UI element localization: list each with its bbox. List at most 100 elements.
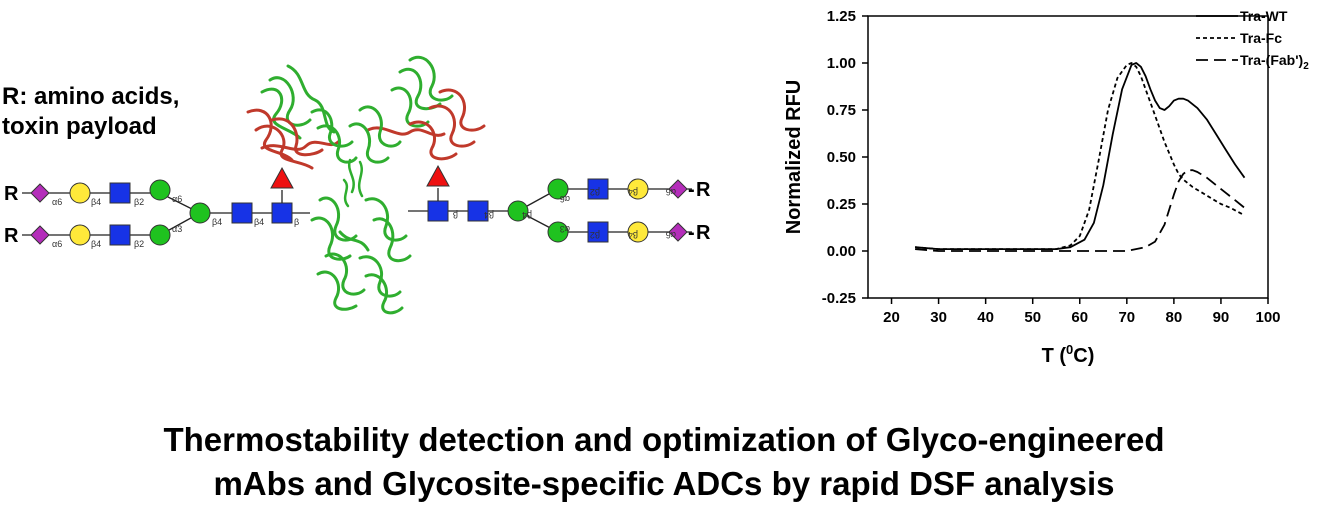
mannose-circle <box>149 179 171 201</box>
glcnac-square <box>109 224 131 246</box>
ribbon-strand <box>364 197 408 242</box>
ribbon-strand <box>408 56 454 102</box>
linkage-label: β4 <box>91 239 101 249</box>
fab-arm-left <box>246 64 358 170</box>
linkage-label: α6 <box>52 197 62 207</box>
x-axis-label: T (0C) <box>1042 342 1095 367</box>
ribbon-strand <box>260 140 340 151</box>
ribbon-strand <box>268 76 312 127</box>
glcnac-square <box>271 202 293 224</box>
fc-region <box>310 196 412 315</box>
ribbon-strand <box>372 217 412 263</box>
glcnac-square <box>467 200 489 222</box>
ribbon-strand <box>438 88 486 132</box>
linkage-label: α3 <box>560 224 570 234</box>
glycan-left: R R α6 β4 β2 α6 β4 β2 α6 α3 β4 β4 β <box>4 166 310 249</box>
mannose-circle <box>547 178 569 200</box>
ribbon-strand <box>260 87 302 140</box>
legend-label: Tra-(Fab')2 <box>1240 52 1309 72</box>
y-tick-label: 0.00 <box>827 243 856 260</box>
glcnac-square <box>109 182 131 204</box>
ribbon-strand <box>246 108 294 162</box>
linkage-label: β4 <box>212 217 222 227</box>
y-axis-label: Normalized RFU <box>783 80 805 234</box>
linkage-label: β2 <box>134 239 144 249</box>
ribbon-strand <box>364 273 404 315</box>
ribbon-strand <box>358 255 402 298</box>
r-group-label: R <box>4 225 19 247</box>
series-line-3 <box>915 169 1246 252</box>
linkage-label: β2 <box>590 230 600 240</box>
ribbon-strand <box>408 120 458 161</box>
mannose-circle <box>547 221 569 243</box>
legend-label: Tra-WT <box>1240 8 1288 24</box>
y-tick-label: -0.25 <box>822 290 856 307</box>
linkage-label: β <box>294 217 299 227</box>
x-tick-label: 30 <box>930 309 947 326</box>
x-tick-label: 40 <box>977 309 994 326</box>
linkage-label: β4 <box>522 210 532 220</box>
linkage-label: β <box>453 210 458 220</box>
x-tick-label: 70 <box>1118 309 1135 326</box>
hinge-region <box>342 158 364 208</box>
y-tick-label: 0.25 <box>827 196 856 213</box>
ribbon-strand <box>357 160 364 198</box>
ribbon-strand <box>347 158 355 194</box>
legend-label: Tra-Fc <box>1240 30 1282 46</box>
series-line-2 <box>915 62 1245 251</box>
glcnac-square <box>231 202 253 224</box>
dsf-chart: 20 30 40 50 60 70 80 90 100 -0.25 0.00 0.25 0.50 0.7… <box>783 8 1309 367</box>
linkage-label: β4 <box>484 210 494 220</box>
x-tick-label: 90 <box>1213 309 1230 326</box>
x-tick-label: 60 <box>1071 309 1088 326</box>
y-tick-label: 0.50 <box>827 149 856 166</box>
galactose-circle <box>69 224 91 246</box>
sialic-acid-diamond <box>30 225 50 245</box>
ribbon-strand <box>316 270 358 311</box>
mannose-core-circle <box>507 200 529 222</box>
linkage-label: β4 <box>91 197 101 207</box>
ribbon-strand <box>338 230 370 252</box>
y-tick-label: 1.00 <box>827 55 856 72</box>
sialic-acid-diamond <box>30 183 50 203</box>
glcnac-square <box>587 178 609 200</box>
plot-frame <box>867 15 1269 299</box>
y-tick-label: 0.75 <box>827 102 856 119</box>
ribbon-strand <box>310 108 354 148</box>
ribbon-strand <box>342 178 350 208</box>
chart-legend: Tra-WT Tra-Fc Tra-(Fab')2 <box>1196 8 1309 72</box>
x-axis-ticks: 20 30 40 50 60 70 80 90 100 <box>883 298 1281 326</box>
galactose-circle <box>627 221 649 243</box>
figure-caption-line-1: Thermostability detection and optimizati… <box>163 421 1165 458</box>
galactose-circle <box>627 178 649 200</box>
linkage-label: β4 <box>628 230 638 240</box>
r-definition-line-1: R: amino acids, <box>2 83 180 110</box>
figure-caption-line-2: mAbs and Glycosite-specific ADCs by rapi… <box>213 465 1115 502</box>
r-group-label: R <box>696 222 711 244</box>
linkage-label: β4 <box>254 217 264 227</box>
linkage-label: α6 <box>666 187 676 197</box>
ribbon-strand <box>428 104 476 148</box>
r-group-label: R <box>4 183 19 205</box>
galactose-circle <box>69 182 91 204</box>
ribbon-strand <box>358 105 402 148</box>
ribbon-strand <box>254 124 314 170</box>
x-tick-label: 20 <box>883 309 900 326</box>
x-tick-label: 100 <box>1255 309 1280 326</box>
linkage-label: β2 <box>590 187 600 197</box>
y-axis-ticks: -0.25 0.00 0.25 0.50 0.75 1.00 1.25 <box>822 8 868 307</box>
bond-dash: - <box>688 179 695 201</box>
sialic-acid-diamond <box>668 222 688 242</box>
ribbon-strand <box>318 196 358 242</box>
fucose-triangle <box>270 166 294 189</box>
linkage-label: β2 <box>134 197 144 207</box>
r-definition-line-2: toxin payload <box>2 113 157 140</box>
antibody-structure <box>246 56 486 315</box>
bond-dash: - <box>688 222 695 244</box>
x-tick-label: 80 <box>1166 309 1183 326</box>
glycan-right: R R - - β β4 β4 α6 α3 β2 β4 α6 β2 β4 α6 <box>408 164 711 244</box>
ribbon-strand <box>390 86 430 128</box>
glcnac-square <box>427 200 449 222</box>
linkage-label: α6 <box>666 230 676 240</box>
